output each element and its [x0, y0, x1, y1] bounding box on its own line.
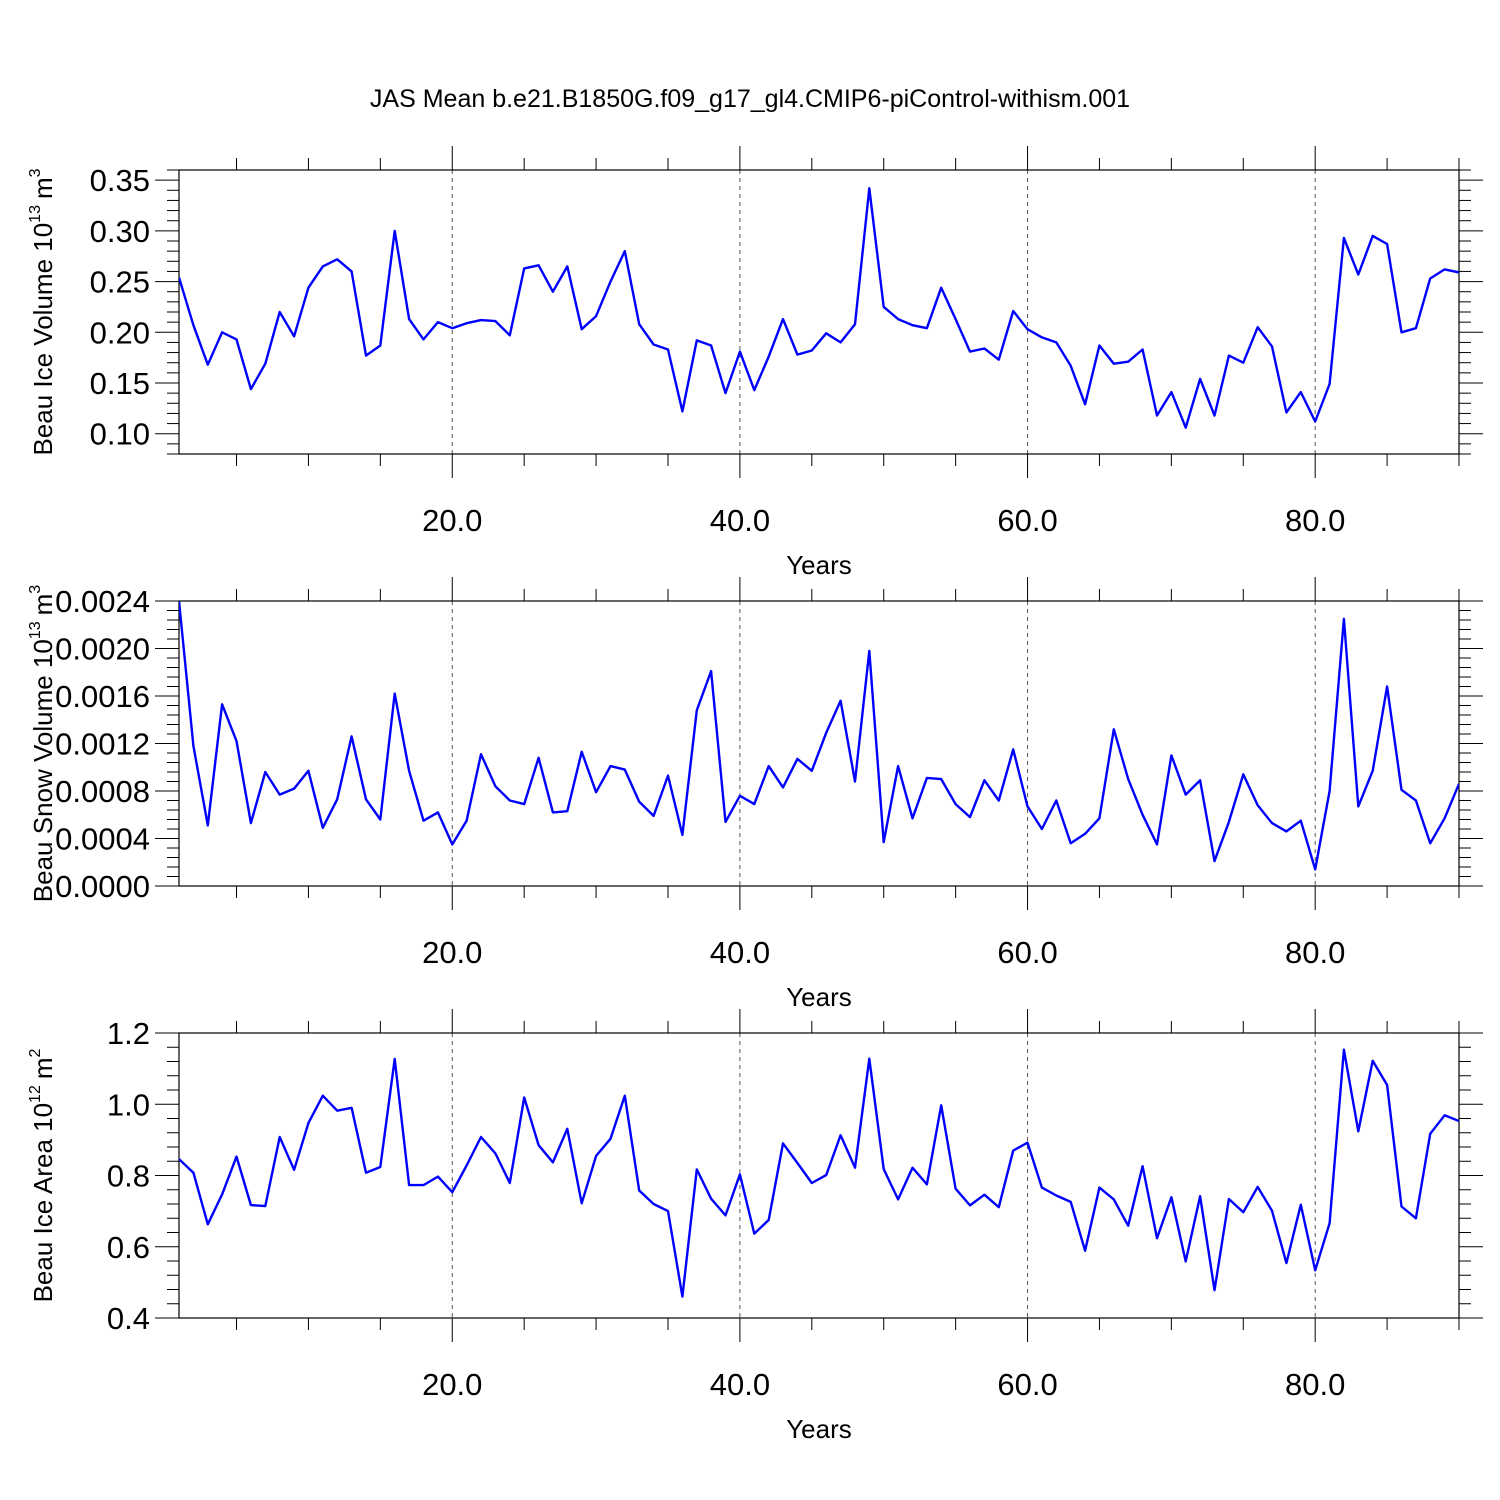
x-tick-label: 40.0 — [710, 935, 770, 970]
y-tick-label: 0.30 — [90, 214, 150, 249]
y-tick-label: 1.0 — [107, 1087, 150, 1122]
y-axis-title-ylabel-exp: 13 — [27, 621, 44, 639]
x-tick-label: 60.0 — [997, 503, 1057, 538]
x-tick-label: 20.0 — [422, 503, 482, 538]
series-line — [179, 600, 1459, 871]
y-tick-label: 0.20 — [90, 315, 150, 350]
x-tick-label: 80.0 — [1285, 503, 1345, 538]
y-tick-label: 0.4 — [107, 1301, 150, 1336]
y-axis-title-ylabel: Beau Snow Volume 10 — [28, 639, 58, 902]
y-tick-label: 0.0016 — [55, 679, 150, 714]
y-axis-title-ylabel: Beau Ice Area 10 — [28, 1103, 58, 1302]
y-tick-label: 0.25 — [90, 265, 150, 300]
y-axis-title-ylabel-unit-exp: 2 — [27, 1048, 44, 1057]
y-tick-label: 0.0012 — [55, 727, 150, 762]
y-axis-title-ylabel-unit-exp: 3 — [27, 585, 44, 594]
x-tick-label: 20.0 — [422, 935, 482, 970]
y-axis-title-ylabel-exp: 13 — [27, 205, 44, 223]
y-axis-title: Beau Ice Area 1012 m2 — [27, 1048, 58, 1302]
plot-frame — [178, 600, 1460, 887]
x-axis-title: Years — [786, 550, 852, 580]
series-line — [179, 1048, 1459, 1298]
y-tick-label: 0.0008 — [55, 774, 150, 809]
chart-panel-1: 0.10 0.15 0.20 0.25 0.30 0.35 20.0 40.0 60.0 80.0… — [27, 146, 1483, 580]
y-tick-label: 0.15 — [90, 366, 150, 401]
x-tick-label: 80.0 — [1285, 1367, 1345, 1402]
x-tick-label: 80.0 — [1285, 935, 1345, 970]
plot-frame — [178, 169, 1460, 455]
x-tick-label: 20.0 — [422, 1367, 482, 1402]
y-axis-title-ylabel: Beau Ice Volume 10 — [28, 223, 58, 456]
y-tick-label: 1.2 — [107, 1016, 150, 1051]
x-tick-label: 60.0 — [997, 1367, 1057, 1402]
y-axis-title: Beau Snow Volume 1013 m3 — [27, 585, 58, 903]
y-axis-title-ylabel-unit: m — [28, 177, 58, 199]
chart-title: JAS Mean b.e21.B1850G.f09_g17_gl4.CMIP6-… — [370, 85, 1130, 113]
y-axis-title-ylabel-unit: m — [28, 594, 58, 616]
y-tick-label: 0.8 — [107, 1159, 150, 1194]
y-tick-label: 0.0000 — [55, 869, 150, 904]
x-axis-title: Years — [786, 1414, 852, 1444]
plot-frame — [178, 1032, 1460, 1319]
y-tick-label: 0.10 — [90, 417, 150, 452]
chart-panel-2: 0.0000 0.0004 0.0008 0.0012 0.0016 0.0020 0.00… — [27, 577, 1483, 1012]
x-tick-label: 60.0 — [997, 935, 1057, 970]
y-axis-title: Beau Ice Volume 1013 m3 — [27, 168, 58, 455]
y-tick-label: 0.35 — [90, 163, 150, 198]
x-axis-title: Years — [786, 982, 852, 1012]
chart-panel-3: 0.4 0.6 0.8 1.0 1.2 20.0 40.0 60.0 80.0 Years Beau… — [27, 1009, 1483, 1444]
y-axis-title-ylabel-unit-exp: 3 — [27, 168, 44, 177]
y-tick-label: 0.6 — [107, 1230, 150, 1265]
y-axis-title-ylabel-unit: m — [28, 1057, 58, 1079]
series-line — [179, 187, 1459, 429]
x-tick-label: 40.0 — [710, 503, 770, 538]
y-tick-label: 0.0020 — [55, 632, 150, 667]
y-tick-label: 0.0024 — [55, 584, 150, 619]
y-axis-title-ylabel-exp: 12 — [27, 1085, 44, 1103]
y-tick-label: 0.0004 — [55, 822, 150, 857]
x-tick-label: 40.0 — [710, 1367, 770, 1402]
